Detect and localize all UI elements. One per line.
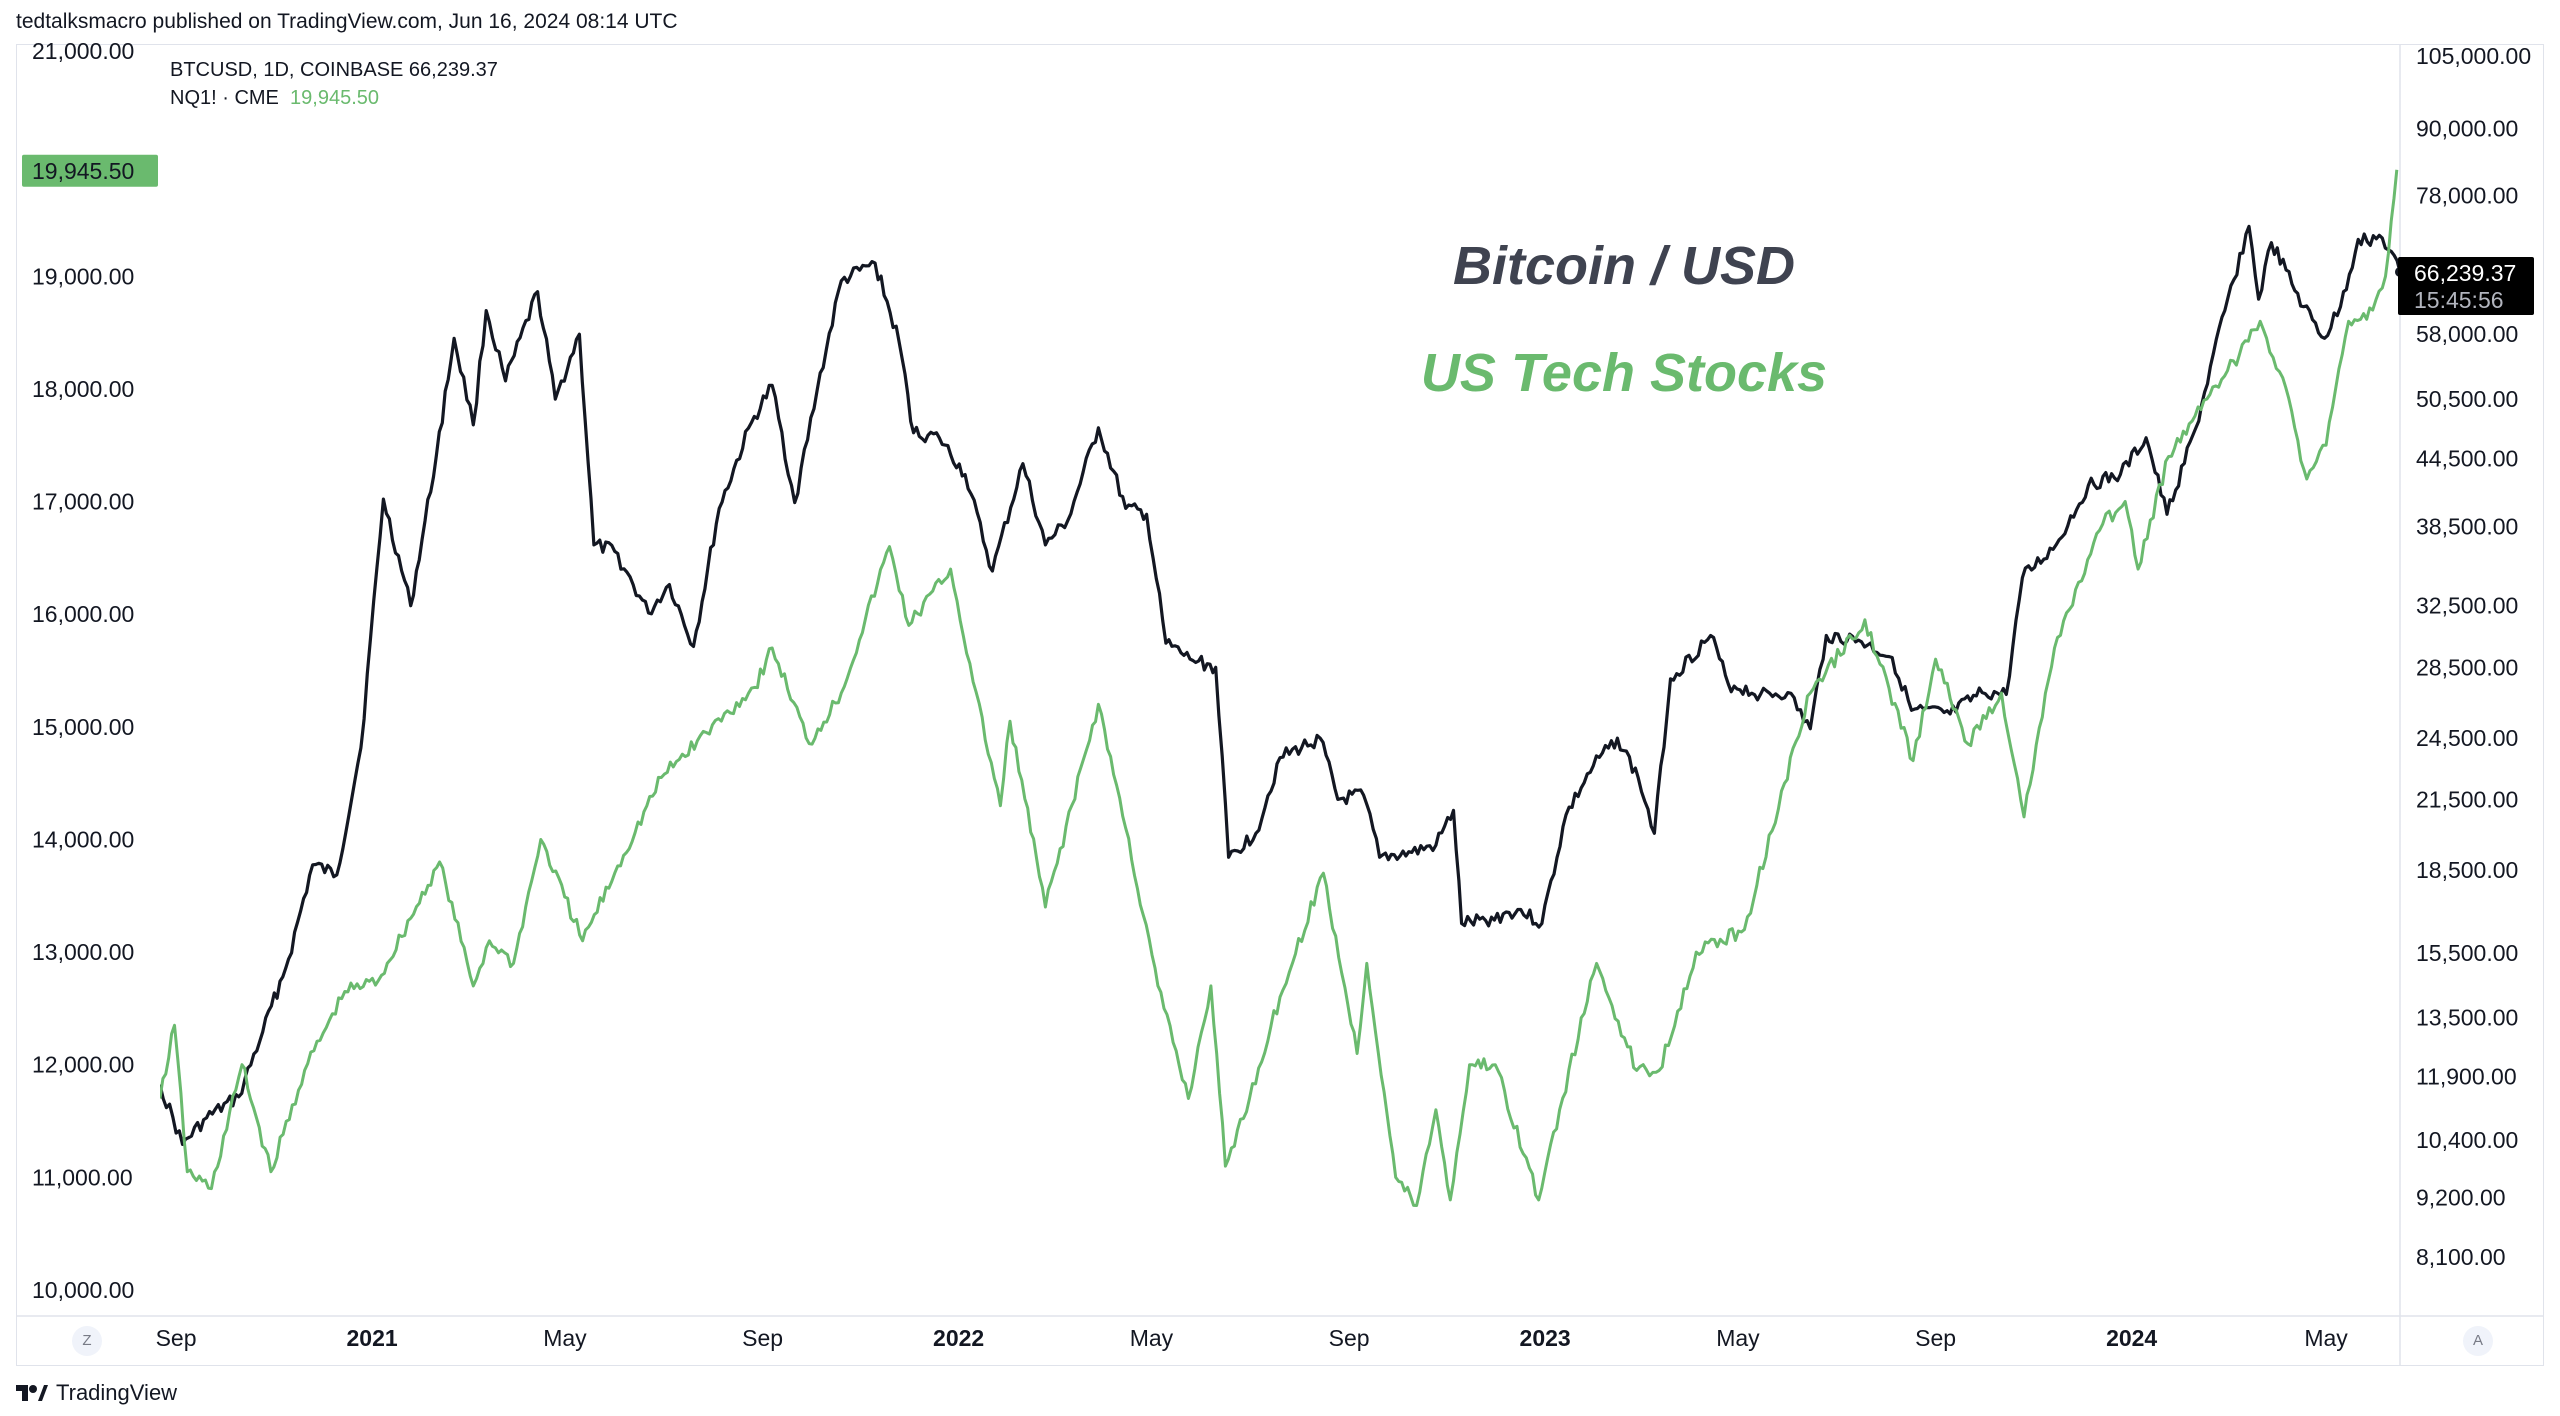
- legend-nq-value: 19,945.50: [290, 87, 380, 109]
- left-axis-tick-label: 12,000.00: [32, 1052, 134, 1078]
- x-axis-tick-label: May: [2304, 1325, 2348, 1351]
- right-axis-tick-label: 21,500.00: [2416, 786, 2518, 812]
- btc-last-value-label: 66,239.37: [2414, 260, 2516, 286]
- publisher-header: tedtalksmacro published on TradingView.c…: [16, 10, 678, 33]
- right-axis-tick-label: 105,000.00: [2416, 43, 2531, 69]
- right-axis-tick-label: 38,500.00: [2416, 513, 2518, 539]
- tradingview-logo-icon: [16, 1385, 48, 1401]
- left-axis-tick-label: 15,000.00: [32, 714, 134, 740]
- x-axis-tick-label: May: [1130, 1325, 1174, 1351]
- chart-legend: BTCUSD, 1D, COINBASE 66,239.37 NQ1! · CM…: [170, 56, 498, 112]
- right-axis-tick-label: 58,000.00: [2416, 321, 2518, 347]
- left-axis-tick-label: 13,000.00: [32, 939, 134, 965]
- legend-nq-name: NQ1! · CME: [170, 87, 279, 109]
- right-axis-tick-label: 24,500.00: [2416, 725, 2518, 751]
- annotation-tech-stocks: US Tech Stocks: [1421, 343, 1827, 403]
- footer: TradingView: [16, 1380, 177, 1406]
- x-axis-tick-label: 2024: [2106, 1325, 2157, 1351]
- annotation-bitcoin: Bitcoin / USD: [1453, 236, 1795, 296]
- left-scale-button[interactable]: Z: [72, 1326, 102, 1356]
- x-axis-tick-label: 2021: [347, 1325, 398, 1351]
- nq-last-value-badge: [22, 154, 158, 187]
- right-axis-tick-label: 90,000.00: [2416, 115, 2518, 141]
- x-axis-tick-label: Sep: [742, 1325, 783, 1351]
- x-axis-tick-label: Sep: [156, 1325, 197, 1351]
- legend-nq[interactable]: NQ1! · CME 19,945.50: [170, 84, 498, 112]
- left-axis-tick-label: 18,000.00: [32, 376, 134, 402]
- legend-btc[interactable]: BTCUSD, 1D, COINBASE 66,239.37: [170, 59, 498, 81]
- right-axis-tick-label: 50,500.00: [2416, 386, 2518, 412]
- x-axis-tick-label: Sep: [1915, 1325, 1956, 1351]
- left-axis-tick-label: 21,000.00: [32, 38, 134, 64]
- left-axis-tick-label: 17,000.00: [32, 489, 134, 515]
- footer-brand[interactable]: TradingView: [56, 1380, 178, 1405]
- left-axis-tick-label: 10,000.00: [32, 1277, 134, 1303]
- left-axis-tick-label: 11,000.00: [32, 1164, 133, 1190]
- x-axis-tick-label: May: [543, 1325, 587, 1351]
- right-axis-tick-label: 11,900.00: [2416, 1064, 2517, 1090]
- right-axis-tick-label: 13,500.00: [2416, 1005, 2518, 1031]
- chart-frame[interactable]: [16, 44, 2544, 1366]
- btc-last-value-badge: [2398, 256, 2534, 315]
- btc-countdown-label: 15:45:56: [2414, 287, 2504, 313]
- right-axis-tick-label: 8,100.00: [2416, 1244, 2506, 1270]
- btc-series-line[interactable]: [160, 224, 2400, 1146]
- right-axis-tick-label: 44,500.00: [2416, 445, 2518, 471]
- right-axis-tick-label: 32,500.00: [2416, 593, 2518, 619]
- left-axis-tick-label: 14,000.00: [32, 826, 134, 852]
- x-axis-tick-label: 2023: [1520, 1325, 1571, 1351]
- left-axis-tick-label: 16,000.00: [32, 601, 134, 627]
- nq-last-value-label: 19,945.50: [32, 158, 134, 184]
- right-axis-tick-label: 78,000.00: [2416, 182, 2518, 208]
- nq-series-line[interactable]: [160, 169, 2399, 1207]
- right-axis-tick-label: 9,200.00: [2416, 1184, 2506, 1210]
- right-axis-tick-label: 15,500.00: [2416, 940, 2518, 966]
- right-scale-button[interactable]: A: [2463, 1326, 2493, 1356]
- left-axis-tick-label: 19,000.00: [32, 263, 134, 289]
- x-axis-tick-label: Sep: [1329, 1325, 1370, 1351]
- right-axis-tick-label: 28,500.00: [2416, 654, 2518, 680]
- tv-logo[interactable]: [16, 1383, 48, 1403]
- right-axis-tick-label: 18,500.00: [2416, 857, 2518, 883]
- x-axis-tick-label: May: [1716, 1325, 1760, 1351]
- x-axis-tick-label: 2022: [933, 1325, 984, 1351]
- right-axis-tick-label: 10,400.00: [2416, 1127, 2518, 1153]
